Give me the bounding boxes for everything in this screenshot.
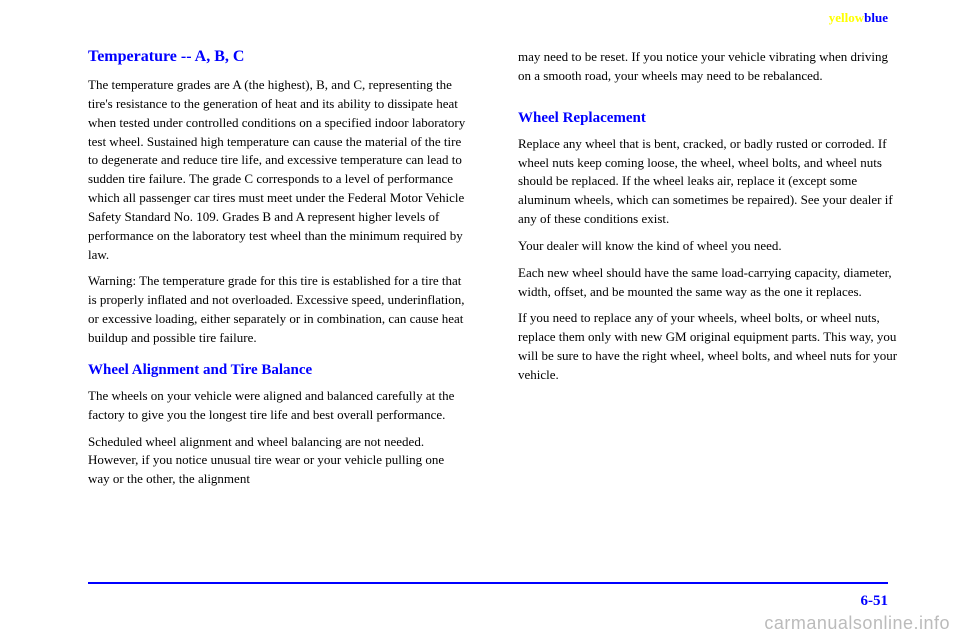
header-blue: blue [864,10,888,25]
right-column: may need to be reset. If you notice your… [518,48,898,393]
page-number: 6-51 [861,593,889,610]
header-marker: yellowblue [829,10,888,26]
heading-temperature: Temperature -- A, B, C [88,48,468,66]
alignment-para-1: The wheels on your vehicle were aligned … [88,387,468,425]
left-column: Temperature -- A, B, C The temperature g… [88,48,468,497]
footer-rule [88,582,888,584]
alignment-para-2: Scheduled wheel alignment and wheel bala… [88,433,468,490]
page-content: Temperature -- A, B, C The temperature g… [88,48,888,568]
watermark: carmanualsonline.info [764,613,950,634]
header-yellow: yellow [829,10,864,25]
wheel-para-1: Replace any wheel that is bent, cracked,… [518,135,898,229]
wheel-para-4: If you need to replace any of your wheel… [518,309,898,384]
heading-wheel-replacement: Wheel Replacement [518,110,898,127]
temperature-warning: Warning: The temperature grade for this … [88,272,468,347]
alignment-continued: may need to be reset. If you notice your… [518,48,898,86]
heading-alignment: Wheel Alignment and Tire Balance [88,362,468,379]
temperature-para-1: The temperature grades are A (the highes… [88,76,468,264]
wheel-para-3: Each new wheel should have the same load… [518,264,898,302]
wheel-para-2: Your dealer will know the kind of wheel … [518,237,898,256]
